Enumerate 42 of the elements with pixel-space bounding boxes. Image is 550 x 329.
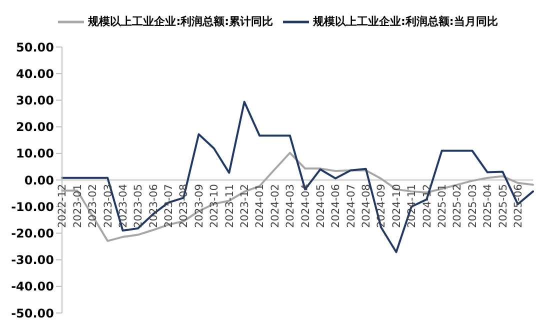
x-tick-label: 2023-03 xyxy=(102,184,114,228)
x-tick-label: 2023-08 xyxy=(178,184,190,228)
x-tick-label: 2023-06 xyxy=(148,184,160,228)
x-tick-label: 2024-01 xyxy=(254,184,266,228)
x-tick-label: 2025-04 xyxy=(482,184,494,228)
x-tick-label: 2024-05 xyxy=(314,184,327,228)
x-tick-label: 2023-04 xyxy=(117,184,130,228)
legend-label: 规模以上工业企业:利润总额:当月同比 xyxy=(313,14,498,29)
x-tick-label: 2023-02 xyxy=(87,184,100,228)
x-tick-label: 2024-11 xyxy=(406,184,418,228)
legend-label: 规模以上工业企业:利润总额:累计同比 xyxy=(88,14,273,29)
y-tick-label: 20.00 xyxy=(16,120,54,134)
y-tick-label: -50.00 xyxy=(11,306,54,320)
y-tick-label: 30.00 xyxy=(16,93,54,108)
x-tick-label: 2024-08 xyxy=(360,184,373,228)
y-tick-label: 40.00 xyxy=(16,66,54,81)
x-tick-label: 2023-12 xyxy=(239,184,251,228)
x-tick-label: 2023-01 xyxy=(72,184,84,228)
x-tick-label: 2023-07 xyxy=(163,184,176,228)
x-tick-label: 2024-03 xyxy=(284,184,297,228)
x-tick-label: 2024-02 xyxy=(269,184,282,228)
x-tick-label: 2025-02 xyxy=(452,184,464,228)
y-tick-label: -10.00 xyxy=(11,200,54,214)
x-tick-label: 2023-09 xyxy=(193,184,206,228)
y-tick-label: 50.00 xyxy=(16,40,54,54)
x-tick-label: 2025-05 xyxy=(497,184,510,228)
y-tick-label: -20.00 xyxy=(11,226,54,240)
y-tick-label: 0.00 xyxy=(24,173,54,188)
x-tick-label: 2023-10 xyxy=(208,184,221,228)
x-tick-label: 2025-03 xyxy=(466,184,479,228)
x-tick-label: 2024-10 xyxy=(390,184,403,228)
x-tick-label: 2024-06 xyxy=(330,184,342,228)
x-tick-label: 2022-12 xyxy=(56,184,69,228)
x-tick-label: 2024-07 xyxy=(345,184,358,228)
x-tick-label: 2024-09 xyxy=(376,184,388,228)
x-tick-label: 2023-05 xyxy=(132,184,145,228)
y-tick-label: -40.00 xyxy=(11,280,54,294)
y-tick-label: -30.00 xyxy=(11,253,54,268)
y-tick-label: 10.00 xyxy=(16,146,54,161)
x-tick-label: 2025-01 xyxy=(436,184,449,228)
x-tick-label: 2024-12 xyxy=(421,184,434,228)
x-tick-label: 2023-11 xyxy=(224,184,236,228)
